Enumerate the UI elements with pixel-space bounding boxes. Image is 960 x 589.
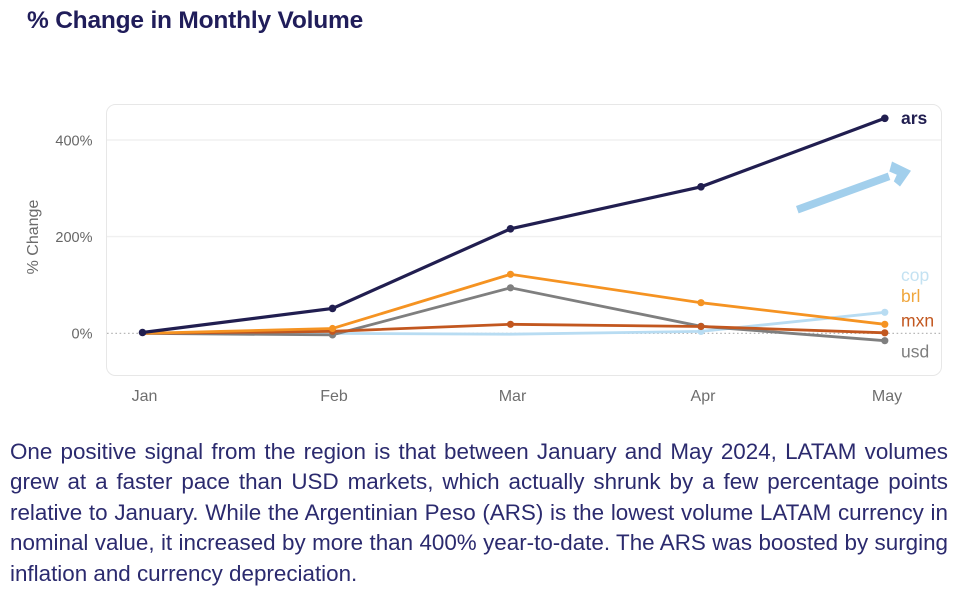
svg-text:400%: 400% [55,133,92,149]
svg-text:mxn: mxn [901,311,934,331]
svg-text:cop: cop [901,265,929,285]
svg-text:brl: brl [901,286,920,306]
svg-text:Mar: Mar [499,388,527,405]
svg-text:Apr: Apr [691,388,717,405]
svg-text:ars: ars [901,108,928,128]
svg-text:Jan: Jan [132,388,158,405]
svg-text:Feb: Feb [320,388,348,405]
svg-text:May: May [872,388,902,405]
svg-text:usd: usd [901,342,929,362]
svg-text:200%: 200% [55,230,92,246]
svg-text:% Change: % Change [25,200,42,275]
svg-text:0%: 0% [72,327,93,343]
